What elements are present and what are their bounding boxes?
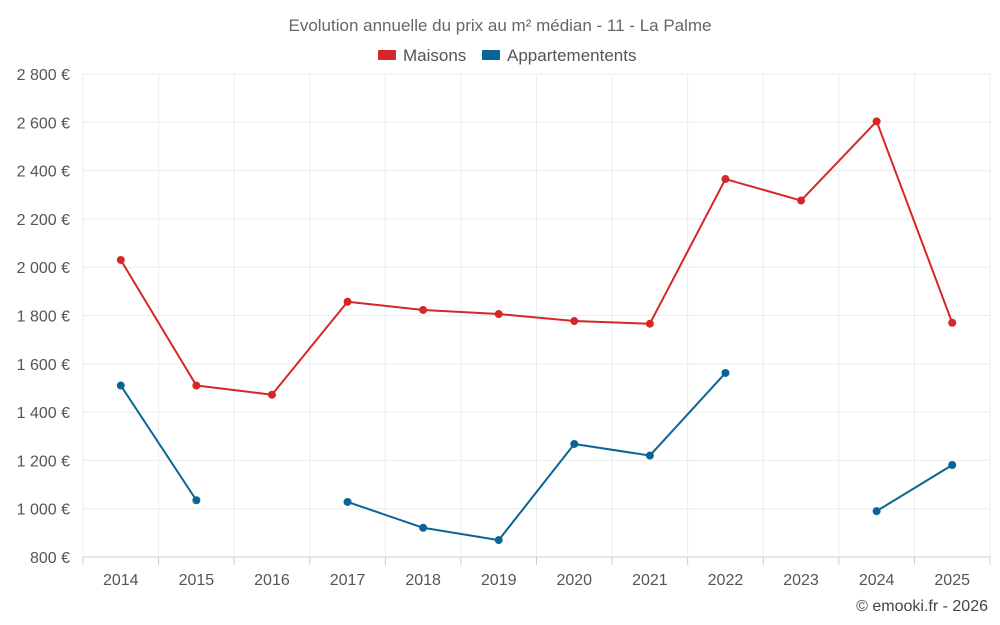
data-point[interactable] [494, 536, 503, 545]
series-line [876, 464, 953, 512]
x-tick-label: 2021 [632, 572, 668, 589]
x-tick-label: 2016 [254, 572, 290, 589]
y-tick-label: 2 200 € [17, 212, 70, 229]
x-tick-label: 2024 [859, 572, 895, 589]
x-tick-label: 2025 [934, 572, 970, 589]
data-point[interactable] [343, 497, 352, 506]
y-tick-label: 1 000 € [17, 502, 70, 519]
x-tick-label: 2017 [330, 572, 366, 589]
legend-item-maisons[interactable]: Maisons [378, 46, 466, 65]
x-tick-label: 2022 [708, 572, 744, 589]
y-tick-label: 2 400 € [17, 164, 70, 181]
series-appartementents [116, 368, 957, 545]
x-tick-label: 2023 [783, 572, 819, 589]
series-line [347, 372, 727, 542]
legend-swatch [482, 50, 500, 60]
legend: Maisons Appartementents [378, 46, 636, 65]
data-point[interactable] [872, 117, 881, 126]
data-point[interactable] [645, 451, 654, 460]
y-tick-label: 2 000 € [17, 260, 70, 277]
series-maisons [116, 117, 957, 399]
legend-label: Maisons [403, 46, 466, 65]
data-point[interactable] [872, 507, 881, 516]
data-point[interactable] [116, 381, 125, 390]
x-tick-label: 2018 [405, 572, 441, 589]
series-layer [116, 117, 957, 545]
data-point[interactable] [797, 196, 806, 205]
y-axis-ticks: 800 € 1 000 € 1 200 € 1 400 € 1 600 € 1 800 €… [17, 67, 70, 567]
data-point[interactable] [192, 496, 201, 505]
y-tick-label: 1 400 € [17, 405, 70, 422]
legend-swatch [378, 50, 396, 60]
y-tick-label: 1 600 € [17, 357, 70, 374]
data-point[interactable] [948, 460, 957, 469]
data-point[interactable] [116, 255, 125, 264]
x-tick-label: 2020 [556, 572, 592, 589]
data-point[interactable] [192, 381, 201, 390]
data-point[interactable] [494, 310, 503, 319]
x-tick-label: 2014 [103, 572, 139, 589]
y-tick-label: 800 € [30, 550, 70, 567]
legend-label: Appartementents [507, 46, 636, 65]
data-point[interactable] [419, 305, 428, 314]
credit-text: © emooki.fr - 2026 [856, 598, 988, 615]
data-point[interactable] [267, 390, 276, 399]
y-tick-label: 2 600 € [17, 115, 70, 132]
x-tick-label: 2015 [179, 572, 215, 589]
data-point[interactable] [721, 368, 730, 377]
y-tick-label: 1 800 € [17, 309, 70, 326]
x-tick-label: 2019 [481, 572, 517, 589]
x-axis-ticks: 2014 2015 2016 2017 2018 2019 2020 2021 2022 2023… [103, 572, 970, 589]
series-line [119, 384, 198, 501]
y-tick-label: 2 800 € [17, 67, 70, 84]
data-point[interactable] [645, 319, 654, 328]
data-point[interactable] [948, 318, 957, 327]
series-line [119, 120, 954, 396]
grid [82, 73, 991, 565]
data-point[interactable] [570, 317, 579, 326]
data-point[interactable] [419, 523, 428, 532]
data-point[interactable] [343, 297, 352, 306]
data-point[interactable] [570, 439, 579, 448]
data-point[interactable] [721, 175, 730, 184]
legend-item-appartementents[interactable]: Appartementents [482, 46, 636, 65]
chart-title: Evolution annuelle du prix au m² médian … [288, 16, 711, 35]
y-tick-label: 1 200 € [17, 453, 70, 470]
